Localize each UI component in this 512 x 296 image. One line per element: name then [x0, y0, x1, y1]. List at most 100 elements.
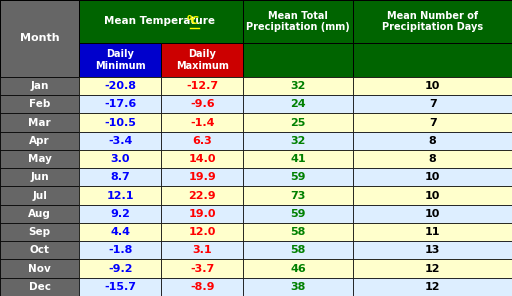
Bar — [353, 95, 512, 113]
Text: 12: 12 — [425, 282, 440, 292]
Text: 32: 32 — [290, 81, 306, 91]
Bar — [353, 150, 512, 168]
Bar — [353, 132, 512, 150]
Bar — [161, 95, 243, 113]
Bar — [243, 205, 353, 223]
Text: 8.7: 8.7 — [111, 172, 130, 182]
Text: 24: 24 — [290, 99, 306, 109]
Text: -1.4: -1.4 — [190, 118, 215, 128]
Bar — [0, 150, 79, 168]
Text: Daily
Maximum: Daily Maximum — [176, 49, 229, 71]
Text: 58: 58 — [290, 245, 306, 255]
Text: Jan: Jan — [31, 81, 49, 91]
Text: -3.4: -3.4 — [108, 136, 133, 146]
Text: -15.7: -15.7 — [104, 282, 136, 292]
Text: Mar: Mar — [28, 118, 51, 128]
Bar — [353, 223, 512, 241]
Bar — [243, 260, 353, 278]
Text: Dec: Dec — [29, 282, 51, 292]
Bar — [161, 168, 243, 186]
Text: 6.3: 6.3 — [193, 136, 212, 146]
Text: 8: 8 — [429, 154, 437, 164]
Bar — [0, 77, 79, 95]
Bar — [0, 186, 79, 205]
Text: -9.2: -9.2 — [108, 264, 133, 274]
Text: May: May — [28, 154, 52, 164]
Text: 32: 32 — [290, 136, 306, 146]
Text: -17.6: -17.6 — [104, 99, 136, 109]
Text: Month: Month — [20, 33, 59, 44]
Bar — [0, 132, 79, 150]
Bar — [161, 150, 243, 168]
Text: 10: 10 — [425, 209, 440, 219]
Text: 25: 25 — [290, 118, 306, 128]
Bar — [79, 77, 161, 95]
Bar — [161, 132, 243, 150]
Bar — [353, 260, 512, 278]
Bar — [353, 77, 512, 95]
Text: 12: 12 — [425, 264, 440, 274]
Text: 12.0: 12.0 — [188, 227, 216, 237]
Bar — [79, 205, 161, 223]
Bar — [0, 95, 79, 113]
Text: -10.5: -10.5 — [104, 118, 136, 128]
Text: 13: 13 — [425, 245, 440, 255]
Bar — [161, 278, 243, 296]
Text: 7: 7 — [429, 99, 437, 109]
Text: 59: 59 — [290, 209, 306, 219]
Text: 19.0: 19.0 — [188, 209, 216, 219]
Bar — [353, 186, 512, 205]
Text: 58: 58 — [290, 227, 306, 237]
Text: -20.8: -20.8 — [104, 81, 136, 91]
Text: Jun: Jun — [30, 172, 49, 182]
Bar — [0, 168, 79, 186]
Bar — [79, 168, 161, 186]
Text: -8.9: -8.9 — [190, 282, 215, 292]
Text: 38: 38 — [290, 282, 306, 292]
Text: 19.9: 19.9 — [188, 172, 216, 182]
Text: Oct: Oct — [30, 245, 50, 255]
Bar — [79, 95, 161, 113]
Bar — [353, 241, 512, 260]
Bar — [79, 150, 161, 168]
Bar — [243, 223, 353, 241]
Bar — [161, 113, 243, 132]
Text: Feb: Feb — [29, 99, 50, 109]
Text: Jul: Jul — [32, 191, 47, 201]
Bar — [243, 241, 353, 260]
Text: 22.9: 22.9 — [188, 191, 216, 201]
Text: 41: 41 — [290, 154, 306, 164]
Text: -3.7: -3.7 — [190, 264, 215, 274]
Bar — [243, 132, 353, 150]
Text: Mean Temperature: Mean Temperature — [104, 17, 219, 26]
Bar — [353, 168, 512, 186]
Text: 8: 8 — [429, 136, 437, 146]
Text: 3.0: 3.0 — [111, 154, 130, 164]
Text: 10: 10 — [425, 191, 440, 201]
Bar — [353, 205, 512, 223]
Bar — [353, 278, 512, 296]
Text: 73: 73 — [290, 191, 306, 201]
Bar — [243, 168, 353, 186]
Text: Mean Number of
Precipitation Days: Mean Number of Precipitation Days — [382, 11, 483, 32]
Bar — [79, 223, 161, 241]
Text: 59: 59 — [290, 172, 306, 182]
Text: Apr: Apr — [29, 136, 50, 146]
Bar — [161, 260, 243, 278]
Text: 3.1: 3.1 — [193, 245, 212, 255]
Text: Nov: Nov — [28, 264, 51, 274]
Bar — [79, 260, 161, 278]
Bar — [79, 186, 161, 205]
Bar — [243, 113, 353, 132]
Text: 11: 11 — [425, 227, 440, 237]
Bar — [353, 113, 512, 132]
Bar — [243, 150, 353, 168]
Bar — [243, 95, 353, 113]
Bar — [161, 241, 243, 260]
Text: Mean Total
Precipitation (mm): Mean Total Precipitation (mm) — [246, 11, 350, 32]
Bar — [79, 113, 161, 132]
Text: Daily
Minimum: Daily Minimum — [95, 49, 145, 71]
Text: 10: 10 — [425, 81, 440, 91]
Bar — [79, 241, 161, 260]
Text: 9.2: 9.2 — [111, 209, 130, 219]
